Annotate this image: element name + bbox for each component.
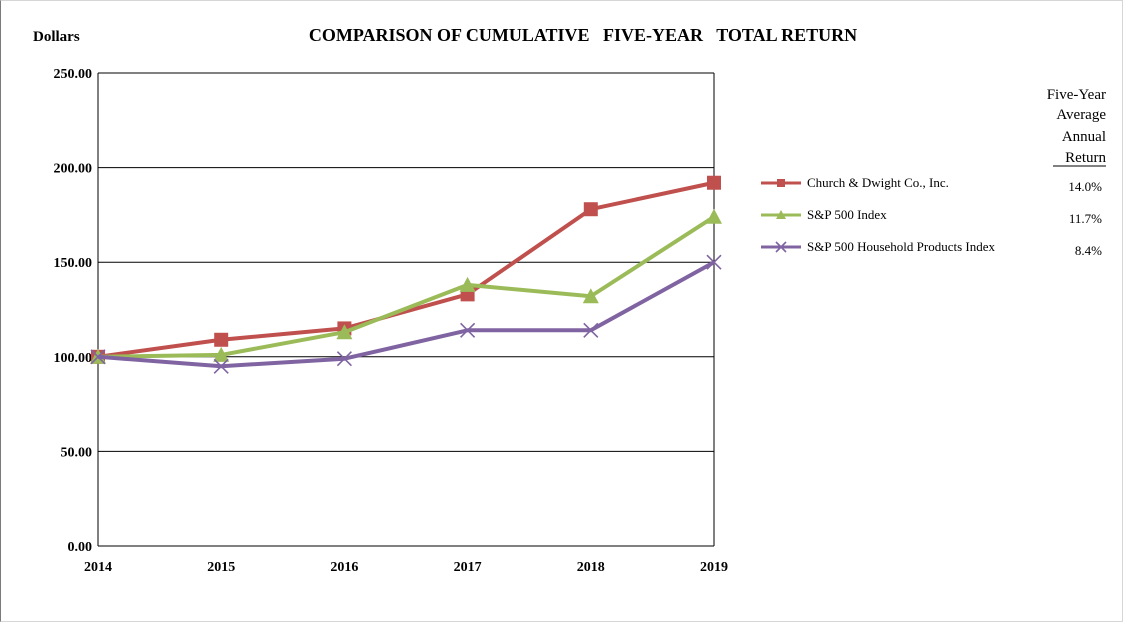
series-line bbox=[97, 180, 715, 359]
y-tick-labels: 0.00 50.00 100.00 150.00 200.00 250.00 bbox=[54, 67, 93, 555]
legend-label: S&P 500 Index bbox=[807, 207, 887, 222]
point-x bbox=[213, 358, 229, 374]
returns-header-line: Five-Year bbox=[1047, 87, 1106, 103]
x-tick-label: 2017 bbox=[454, 560, 482, 575]
series-x bbox=[90, 254, 722, 374]
y-tick-label: 50.00 bbox=[61, 445, 93, 460]
x-tick-label: 2015 bbox=[207, 560, 235, 575]
y-tick-label: 200.00 bbox=[54, 162, 93, 177]
point-triangle bbox=[459, 276, 476, 292]
y-axis-label: Dollars bbox=[33, 29, 80, 45]
point-triangle bbox=[336, 324, 353, 340]
chart-title: COMPARISON OF CUMULATIVE FIVE-YEAR TOTAL… bbox=[309, 25, 857, 45]
returns-table: Five-Year Average Annual Return 14.0% 11.7% 8.… bbox=[1047, 87, 1107, 258]
point-x bbox=[460, 322, 476, 338]
point-triangle bbox=[582, 288, 599, 304]
returns-header-line: Average bbox=[1056, 107, 1106, 123]
legend-label: Church & Dwight Co., Inc. bbox=[807, 175, 949, 190]
x-tick-labels: 2014 2015 2016 2017 2018 2019 bbox=[84, 560, 728, 575]
legend: Church & Dwight Co., Inc. S&P 500 Index S&… bbox=[761, 175, 996, 254]
series-lines bbox=[90, 175, 722, 374]
x-tick-label: 2016 bbox=[330, 560, 358, 575]
y-tick-label: 0.00 bbox=[68, 540, 93, 555]
y-tick-label: 250.00 bbox=[54, 67, 93, 82]
series-line bbox=[97, 215, 716, 359]
return-value: 8.4% bbox=[1075, 243, 1102, 258]
returns-header-line: Annual bbox=[1062, 129, 1106, 145]
point-x bbox=[775, 241, 787, 253]
point-square bbox=[214, 332, 229, 347]
point-x bbox=[706, 254, 722, 270]
point-triangle bbox=[706, 208, 722, 224]
point-square bbox=[707, 175, 721, 190]
y-tick-label: 150.00 bbox=[54, 256, 93, 271]
return-value: 14.0% bbox=[1068, 179, 1102, 194]
return-value: 11.7% bbox=[1069, 211, 1102, 226]
series-line bbox=[97, 260, 715, 369]
point-triangle bbox=[213, 346, 230, 362]
point-x bbox=[90, 349, 106, 365]
point-x bbox=[583, 322, 599, 338]
y-tick-label: 100.00 bbox=[54, 351, 93, 366]
point-square bbox=[777, 179, 785, 187]
x-tick-label: 2019 bbox=[700, 560, 728, 575]
series-triangle bbox=[90, 208, 722, 364]
point-triangle bbox=[776, 210, 786, 219]
legend-label: S&P 500 Household Products Index bbox=[807, 239, 996, 254]
x-tick-label: 2014 bbox=[84, 560, 112, 575]
returns-header-line: Return bbox=[1065, 150, 1106, 166]
x-tick-label: 2018 bbox=[577, 560, 605, 575]
series-square bbox=[91, 175, 721, 364]
point-square bbox=[583, 202, 598, 217]
point-x bbox=[336, 351, 352, 367]
